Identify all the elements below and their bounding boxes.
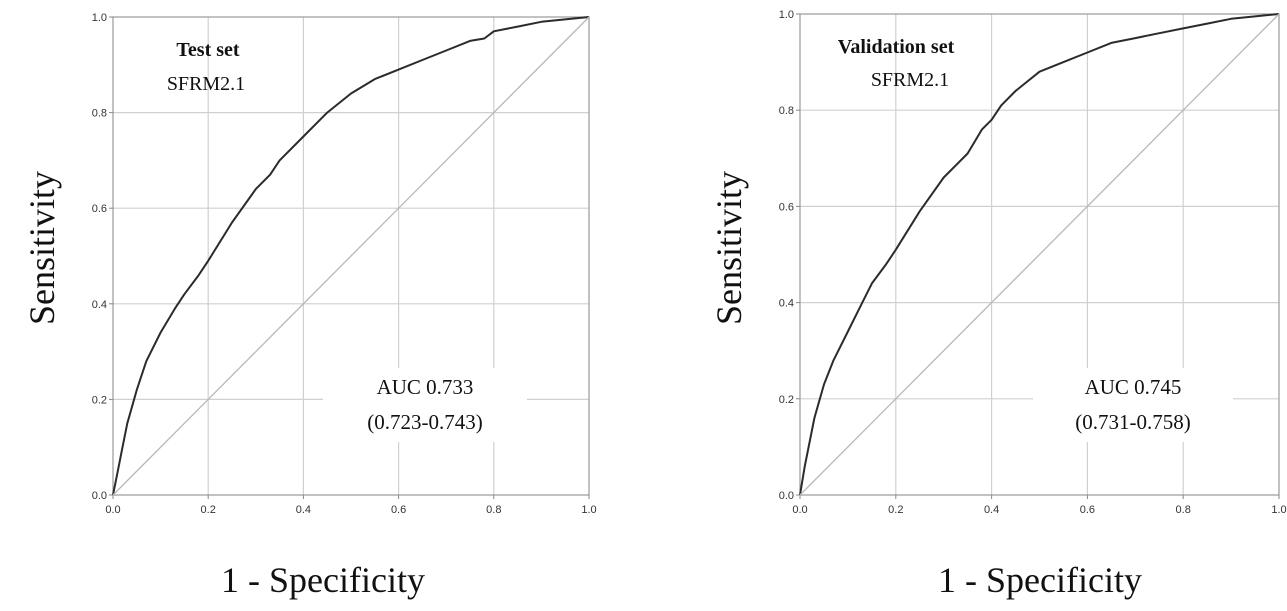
panel-title: Validation set	[838, 36, 955, 58]
reference-diagonal	[112, 16, 590, 496]
auc-interval: (0.731-0.758)	[1075, 410, 1190, 434]
x-axis-title: 1 - Specificity	[938, 560, 1142, 600]
y-tick-label: 0.4	[779, 298, 794, 310]
plot-frame	[112, 16, 590, 496]
panel-subtitle: SFRM2.1	[167, 73, 245, 95]
y-tick-label: 0.0	[779, 490, 794, 502]
y-tick-label: 0.8	[779, 105, 794, 117]
y-tick-label: 1.0	[779, 9, 794, 21]
x-tick-label: 0.2	[888, 504, 903, 516]
plot-frame	[799, 13, 1280, 496]
x-tick-label: 0.6	[1080, 504, 1095, 516]
x-tick-label: 1.0	[1271, 504, 1286, 516]
x-tick-label: 1.0	[581, 504, 596, 516]
reference-diagonal	[799, 13, 1280, 496]
auc-value: AUC 0.745	[1085, 375, 1182, 399]
y-tick-label: 0.4	[92, 299, 107, 311]
y-axis-title: Sensitivity	[709, 171, 749, 325]
x-tick-label: 0.4	[984, 504, 999, 516]
y-tick-label: 0.0	[92, 490, 107, 502]
roc-curve	[799, 13, 1280, 496]
auc-interval: (0.723-0.743)	[367, 410, 482, 434]
panel-subtitle: SFRM2.1	[871, 69, 949, 91]
x-tick-label: 0.4	[296, 504, 311, 516]
panel-title: Test set	[176, 39, 239, 61]
x-tick-label: 0.0	[792, 504, 807, 516]
y-tick-label: 0.6	[92, 203, 107, 215]
x-tick-label: 0.2	[201, 504, 216, 516]
y-tick-label: 0.2	[92, 394, 107, 406]
panel-0: 0.0 0.2 0.4 0.6 0.8 1.0 0.0 0.2 0.4 0.6 0.8 1.0 Test…	[22, 12, 597, 600]
x-tick-label: 0.8	[1176, 504, 1191, 516]
y-tick-label: 0.6	[779, 201, 794, 213]
x-tick-label: 0.6	[391, 504, 406, 516]
roc-curve	[112, 16, 590, 496]
y-axis-title: Sensitivity	[22, 171, 62, 325]
x-tick-label: 0.0	[105, 504, 120, 516]
auc-value: AUC 0.733	[377, 375, 474, 399]
x-tick-label: 0.8	[486, 504, 501, 516]
y-tick-label: 0.8	[92, 108, 107, 120]
y-tick-label: 0.2	[779, 394, 794, 406]
y-tick-label: 1.0	[92, 12, 107, 24]
x-axis-title: 1 - Specificity	[221, 560, 425, 600]
annotation-background	[1033, 368, 1233, 442]
panel-1: 0.0 0.2 0.4 0.6 0.8 1.0 0.0 0.2 0.4 0.6 0.8 1.0 Vali…	[709, 9, 1287, 600]
annotation-background	[323, 368, 527, 442]
